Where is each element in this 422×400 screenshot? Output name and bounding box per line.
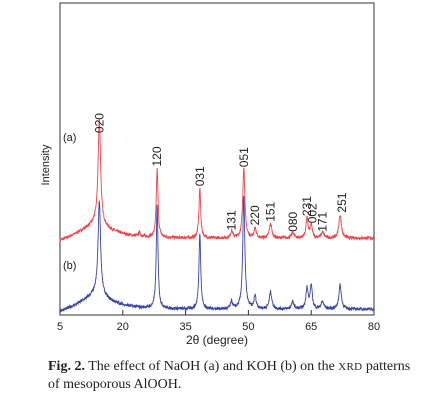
peak-label-051: 051 — [237, 147, 251, 167]
peak-label-220: 220 — [248, 205, 262, 225]
peak-label-171: 171 — [316, 211, 330, 231]
peak-label-131: 131 — [225, 210, 239, 230]
x-tick-label: 65 — [305, 321, 317, 333]
x-tick-label: 20 — [117, 321, 129, 333]
x-axis-label: 2θ (degree) — [186, 333, 248, 347]
y-axis-label: Intensity — [40, 144, 52, 185]
figure-caption: Fig. 2. The effect of NaOH (a) and KOH (… — [48, 358, 418, 393]
series-a-line — [59, 118, 375, 242]
peak-label-251: 251 — [335, 192, 349, 212]
x-tick-label: 80 — [368, 321, 380, 333]
x-tick-label: 35 — [179, 321, 191, 333]
x-tick-label: 5 — [57, 321, 63, 333]
peak-label-080: 080 — [286, 211, 300, 231]
peak-label-002: 002 — [306, 203, 320, 223]
peak-label-151: 151 — [264, 201, 278, 221]
series-b-line — [59, 195, 375, 314]
series-layer — [59, 118, 375, 314]
caption-text-end: patterns of mesoporous AlOOH. — [48, 359, 411, 392]
caption-xrd: XRD — [338, 361, 363, 373]
peak-label-231: 231 — [300, 196, 314, 216]
series-label-b: (b) — [63, 260, 76, 272]
x-tick-label: 50 — [242, 321, 254, 333]
peak-label-031: 031 — [193, 166, 207, 186]
peak-label-120: 120 — [150, 146, 164, 166]
caption-label: Fig. 2. — [48, 359, 85, 374]
series-label-a: (a) — [63, 132, 76, 144]
tick-layer: 5 20 35 50 65 80 — [57, 310, 380, 333]
caption-text: The effect of NaOH (a) and KOH (b) on th… — [84, 359, 339, 374]
plot-frame — [59, 2, 375, 316]
series-label-layer: (a) (b) — [63, 132, 76, 272]
peak-label-020: 020 — [92, 113, 106, 133]
